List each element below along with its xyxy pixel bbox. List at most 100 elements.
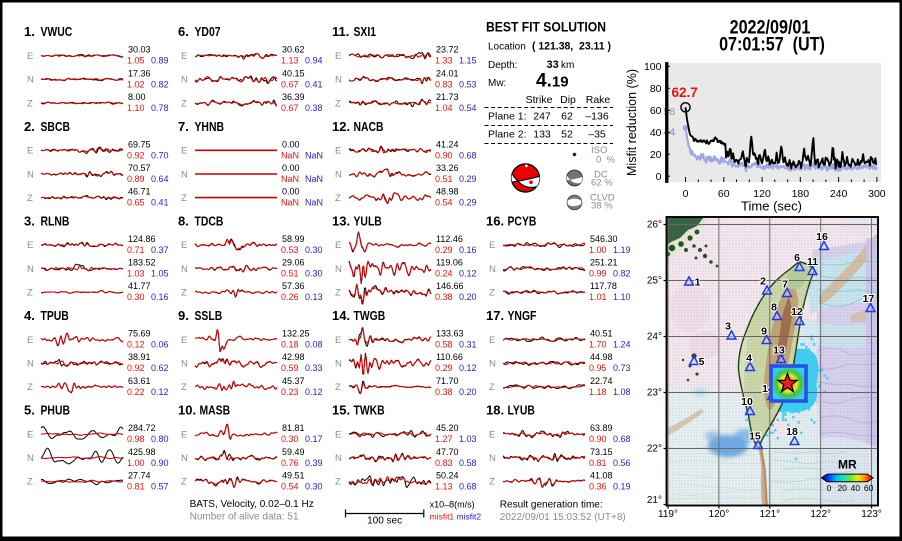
svg-text:11.: 11.: [332, 24, 349, 39]
svg-text:km: km: [561, 60, 574, 71]
svg-text:8.00: 8.00: [128, 92, 146, 102]
svg-text:63.89: 63.89: [590, 423, 613, 433]
svg-text:47.70: 47.70: [436, 447, 459, 457]
svg-text:Z: Z: [27, 98, 33, 109]
svg-text:17.: 17.: [486, 308, 504, 323]
svg-text:30.03: 30.03: [128, 45, 151, 55]
svg-text:36.39: 36.39: [282, 92, 305, 102]
svg-text:0.13: 0.13: [305, 292, 323, 302]
svg-text:8.: 8.: [178, 213, 189, 228]
svg-text:VWUC: VWUC: [41, 25, 73, 39]
svg-text:x10–8(m/s): x10–8(m/s): [430, 500, 475, 510]
svg-text:Z: Z: [27, 477, 33, 488]
svg-text:misfit2: misfit2: [457, 512, 482, 522]
svg-text:0.59: 0.59: [281, 363, 299, 373]
svg-text:0.94: 0.94: [305, 56, 323, 66]
svg-text:0.26: 0.26: [281, 292, 299, 302]
svg-text:100: 100: [644, 61, 662, 73]
svg-text:0.76: 0.76: [281, 458, 299, 468]
svg-text:63.61: 63.61: [128, 376, 151, 386]
svg-text:N: N: [181, 264, 188, 275]
svg-text:1.33: 1.33: [435, 56, 453, 66]
svg-text:40.15: 40.15: [282, 68, 305, 78]
svg-text:284.72: 284.72: [128, 423, 156, 433]
svg-text:0.30: 0.30: [281, 434, 299, 444]
svg-text:75.69: 75.69: [128, 329, 151, 339]
svg-text:ISO: ISO: [591, 145, 607, 156]
svg-text:0.80: 0.80: [151, 434, 169, 444]
svg-text:120: 120: [753, 188, 771, 200]
svg-text:0.99: 0.99: [589, 269, 607, 279]
svg-text:1.01: 1.01: [589, 292, 607, 302]
svg-text:1.15: 1.15: [459, 56, 477, 66]
svg-text:Z: Z: [335, 288, 341, 299]
svg-text:0.24: 0.24: [435, 269, 453, 279]
svg-text:2022/09/01 15:03:52 (UT+8): 2022/09/01 15:03:52 (UT+8): [500, 512, 626, 523]
svg-text:12: 12: [791, 306, 803, 318]
svg-text:E: E: [335, 146, 341, 157]
svg-text:–136: –136: [585, 111, 609, 123]
svg-text:62 %: 62 %: [591, 178, 613, 189]
svg-text:Z: Z: [335, 193, 341, 204]
svg-text:0.33: 0.33: [305, 363, 323, 373]
svg-text:N: N: [181, 75, 188, 86]
svg-text:16: 16: [816, 231, 828, 243]
svg-text:0.71: 0.71: [127, 245, 145, 255]
svg-text:TWGB: TWGB: [354, 309, 386, 323]
svg-text:119.06: 119.06: [436, 258, 463, 268]
svg-text:180: 180: [792, 188, 810, 200]
svg-text:Result generation time:: Result generation time:: [500, 500, 603, 511]
svg-text:TWKB: TWKB: [354, 404, 385, 418]
svg-text:0.12: 0.12: [305, 387, 323, 397]
svg-text:44.98: 44.98: [590, 352, 613, 362]
svg-text:YD07: YD07: [195, 25, 221, 39]
svg-text:0.22: 0.22: [127, 387, 145, 397]
svg-text:E: E: [335, 51, 341, 62]
svg-text:E: E: [489, 240, 495, 251]
svg-text:MASB: MASB: [200, 404, 231, 418]
svg-text:0.53: 0.53: [459, 79, 477, 89]
svg-text:Time (sec): Time (sec): [741, 199, 802, 214]
svg-text:45.37: 45.37: [282, 376, 305, 386]
svg-text:41.08: 41.08: [590, 470, 613, 480]
svg-text:40.51: 40.51: [590, 329, 613, 339]
svg-text:MR: MR: [838, 458, 857, 472]
svg-text:BATS, Velocity, 0.02–0.1 Hz: BATS, Velocity, 0.02–0.1 Hz: [190, 499, 314, 510]
svg-text:0.92: 0.92: [127, 150, 145, 160]
svg-text:33: 33: [547, 59, 559, 71]
svg-text:16.: 16.: [486, 213, 504, 228]
svg-text:Z: Z: [335, 98, 341, 109]
svg-text:41.77: 41.77: [128, 281, 151, 291]
svg-text:E: E: [181, 335, 187, 346]
svg-text:0.12: 0.12: [151, 387, 169, 397]
svg-text:1.13: 1.13: [281, 56, 299, 66]
svg-text:1.18: 1.18: [589, 387, 607, 397]
svg-text:Z: Z: [181, 382, 187, 393]
svg-text:21°: 21°: [647, 495, 662, 506]
svg-text:BEST FIT SOLUTION: BEST FIT SOLUTION: [486, 19, 606, 35]
svg-text:07:01:57 (UT): 07:01:57 (UT): [719, 33, 825, 55]
svg-text:0.30: 0.30: [305, 269, 323, 279]
svg-text:E: E: [335, 240, 341, 251]
svg-text:E: E: [181, 51, 187, 62]
svg-text:0.12: 0.12: [459, 269, 477, 279]
svg-text:0.37: 0.37: [151, 245, 169, 255]
svg-text:0.54: 0.54: [435, 198, 453, 208]
svg-text:40: 40: [650, 127, 662, 139]
svg-text:24°: 24°: [647, 332, 662, 343]
svg-text:46.71: 46.71: [128, 187, 151, 197]
svg-text:0.23: 0.23: [281, 387, 299, 397]
svg-text:0.54: 0.54: [459, 103, 477, 113]
svg-text:80: 80: [650, 83, 662, 95]
svg-text:0.98: 0.98: [127, 434, 145, 444]
svg-text:E: E: [27, 51, 33, 62]
svg-text:21.73: 21.73: [436, 92, 459, 102]
svg-text:misfit1: misfit1: [430, 512, 455, 522]
svg-text:Misfit reduction (%): Misfit reduction (%): [625, 69, 639, 176]
svg-text:0.95: 0.95: [589, 363, 607, 373]
svg-text:18.: 18.: [486, 403, 504, 418]
svg-text:2022/09/01: 2022/09/01: [730, 16, 811, 38]
svg-text:0.58: 0.58: [435, 340, 453, 350]
svg-text:133: 133: [533, 129, 551, 141]
svg-text:0.29: 0.29: [435, 245, 453, 255]
